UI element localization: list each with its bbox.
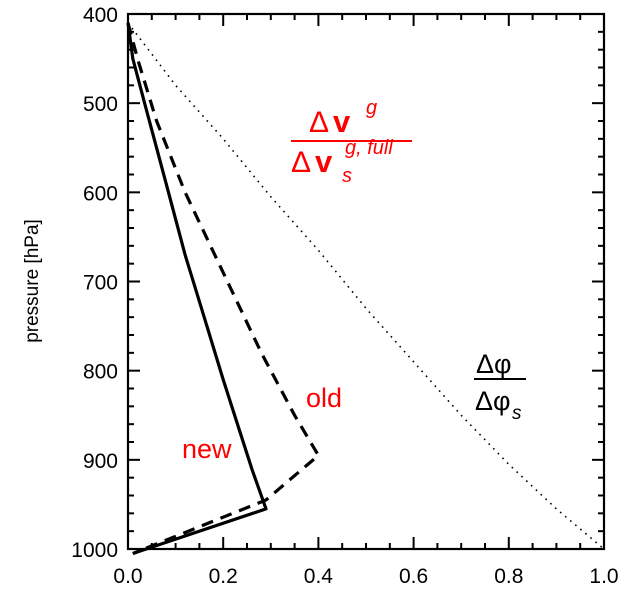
x-tick-label: 1.0 (589, 565, 618, 588)
x-tick-label: 0.8 (494, 565, 523, 588)
y-tick-label: 700 (83, 272, 118, 295)
vg-numerator-sup: g (366, 97, 377, 119)
series-group (126, 22, 605, 556)
y-tick-label: 600 (83, 182, 118, 205)
vg-denominator-sup: g, full (345, 137, 393, 159)
series-line-old (126, 22, 320, 555)
plot-frame (126, 12, 606, 551)
x-tick-label: 0.6 (399, 565, 428, 588)
phi-denominator: Δφ (475, 386, 511, 416)
series-line-dotted (127, 22, 605, 550)
vg-denominator-v: v (315, 144, 333, 179)
y-tick-label: 400 (83, 4, 118, 27)
y-tick-label: 900 (83, 450, 118, 473)
vg-fraction: Δ v g Δ v s g, full (291, 97, 412, 187)
label-old: old (306, 383, 342, 413)
x-tick-label: 0.4 (304, 565, 334, 588)
y-tick-label: 800 (83, 361, 118, 384)
vg-denominator-delta: Δ (291, 146, 311, 179)
x-tick-label: 0.2 (209, 565, 238, 588)
ticks (127, 13, 605, 550)
y-axis-title: pressure [hPa] (22, 219, 43, 343)
phi-numerator: Δφ (476, 349, 512, 379)
y-tick-label: 1000 (71, 539, 118, 562)
phi-denominator-sub: s (512, 403, 522, 424)
y-tick-label: 500 (83, 93, 118, 116)
x-tick-label: 0.0 (113, 565, 142, 588)
vg-numerator-v: v (333, 104, 351, 139)
tick-labels: 0.0 0.2 0.4 0.6 0.8 1.0 400 500 600 700 800 900 1000 (71, 4, 618, 588)
phi-fraction: Δφ Δφ s (474, 349, 526, 424)
vg-numerator-delta: Δ (309, 106, 329, 139)
series-line-new (126, 22, 268, 556)
vg-denominator-sub: s (342, 165, 352, 187)
label-new: new (182, 434, 232, 464)
